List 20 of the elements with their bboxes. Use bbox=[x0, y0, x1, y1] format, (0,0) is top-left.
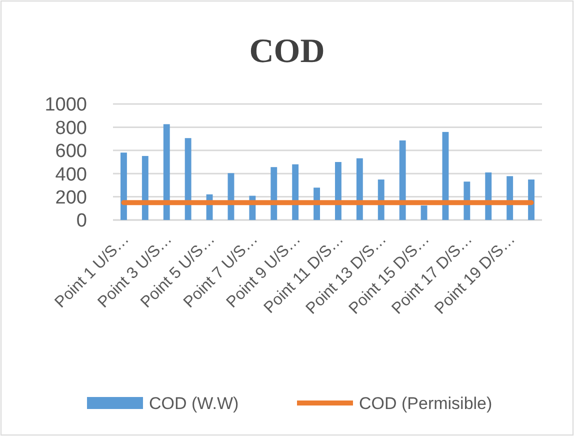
legend-label: COD (W.W) bbox=[149, 394, 239, 413]
bar bbox=[142, 156, 148, 220]
bar bbox=[528, 180, 534, 220]
bar bbox=[506, 176, 514, 220]
bar bbox=[292, 164, 299, 220]
y-tick-label: 800 bbox=[55, 118, 87, 139]
bar bbox=[184, 138, 192, 220]
bar bbox=[420, 206, 428, 220]
y-tick-label: 600 bbox=[55, 141, 87, 162]
bar bbox=[163, 124, 170, 220]
y-tick-label: 400 bbox=[55, 164, 87, 186]
y-tick-label: 200 bbox=[55, 187, 87, 208]
chart-title: COD bbox=[249, 33, 325, 70]
y-tick-label: 0 bbox=[76, 210, 87, 232]
bar bbox=[270, 167, 278, 220]
legend-label: COD (Permisible) bbox=[359, 394, 492, 413]
bar bbox=[399, 140, 406, 220]
y-tick-label: 1000 bbox=[44, 94, 87, 116]
bar bbox=[356, 158, 363, 220]
bar bbox=[120, 152, 127, 220]
